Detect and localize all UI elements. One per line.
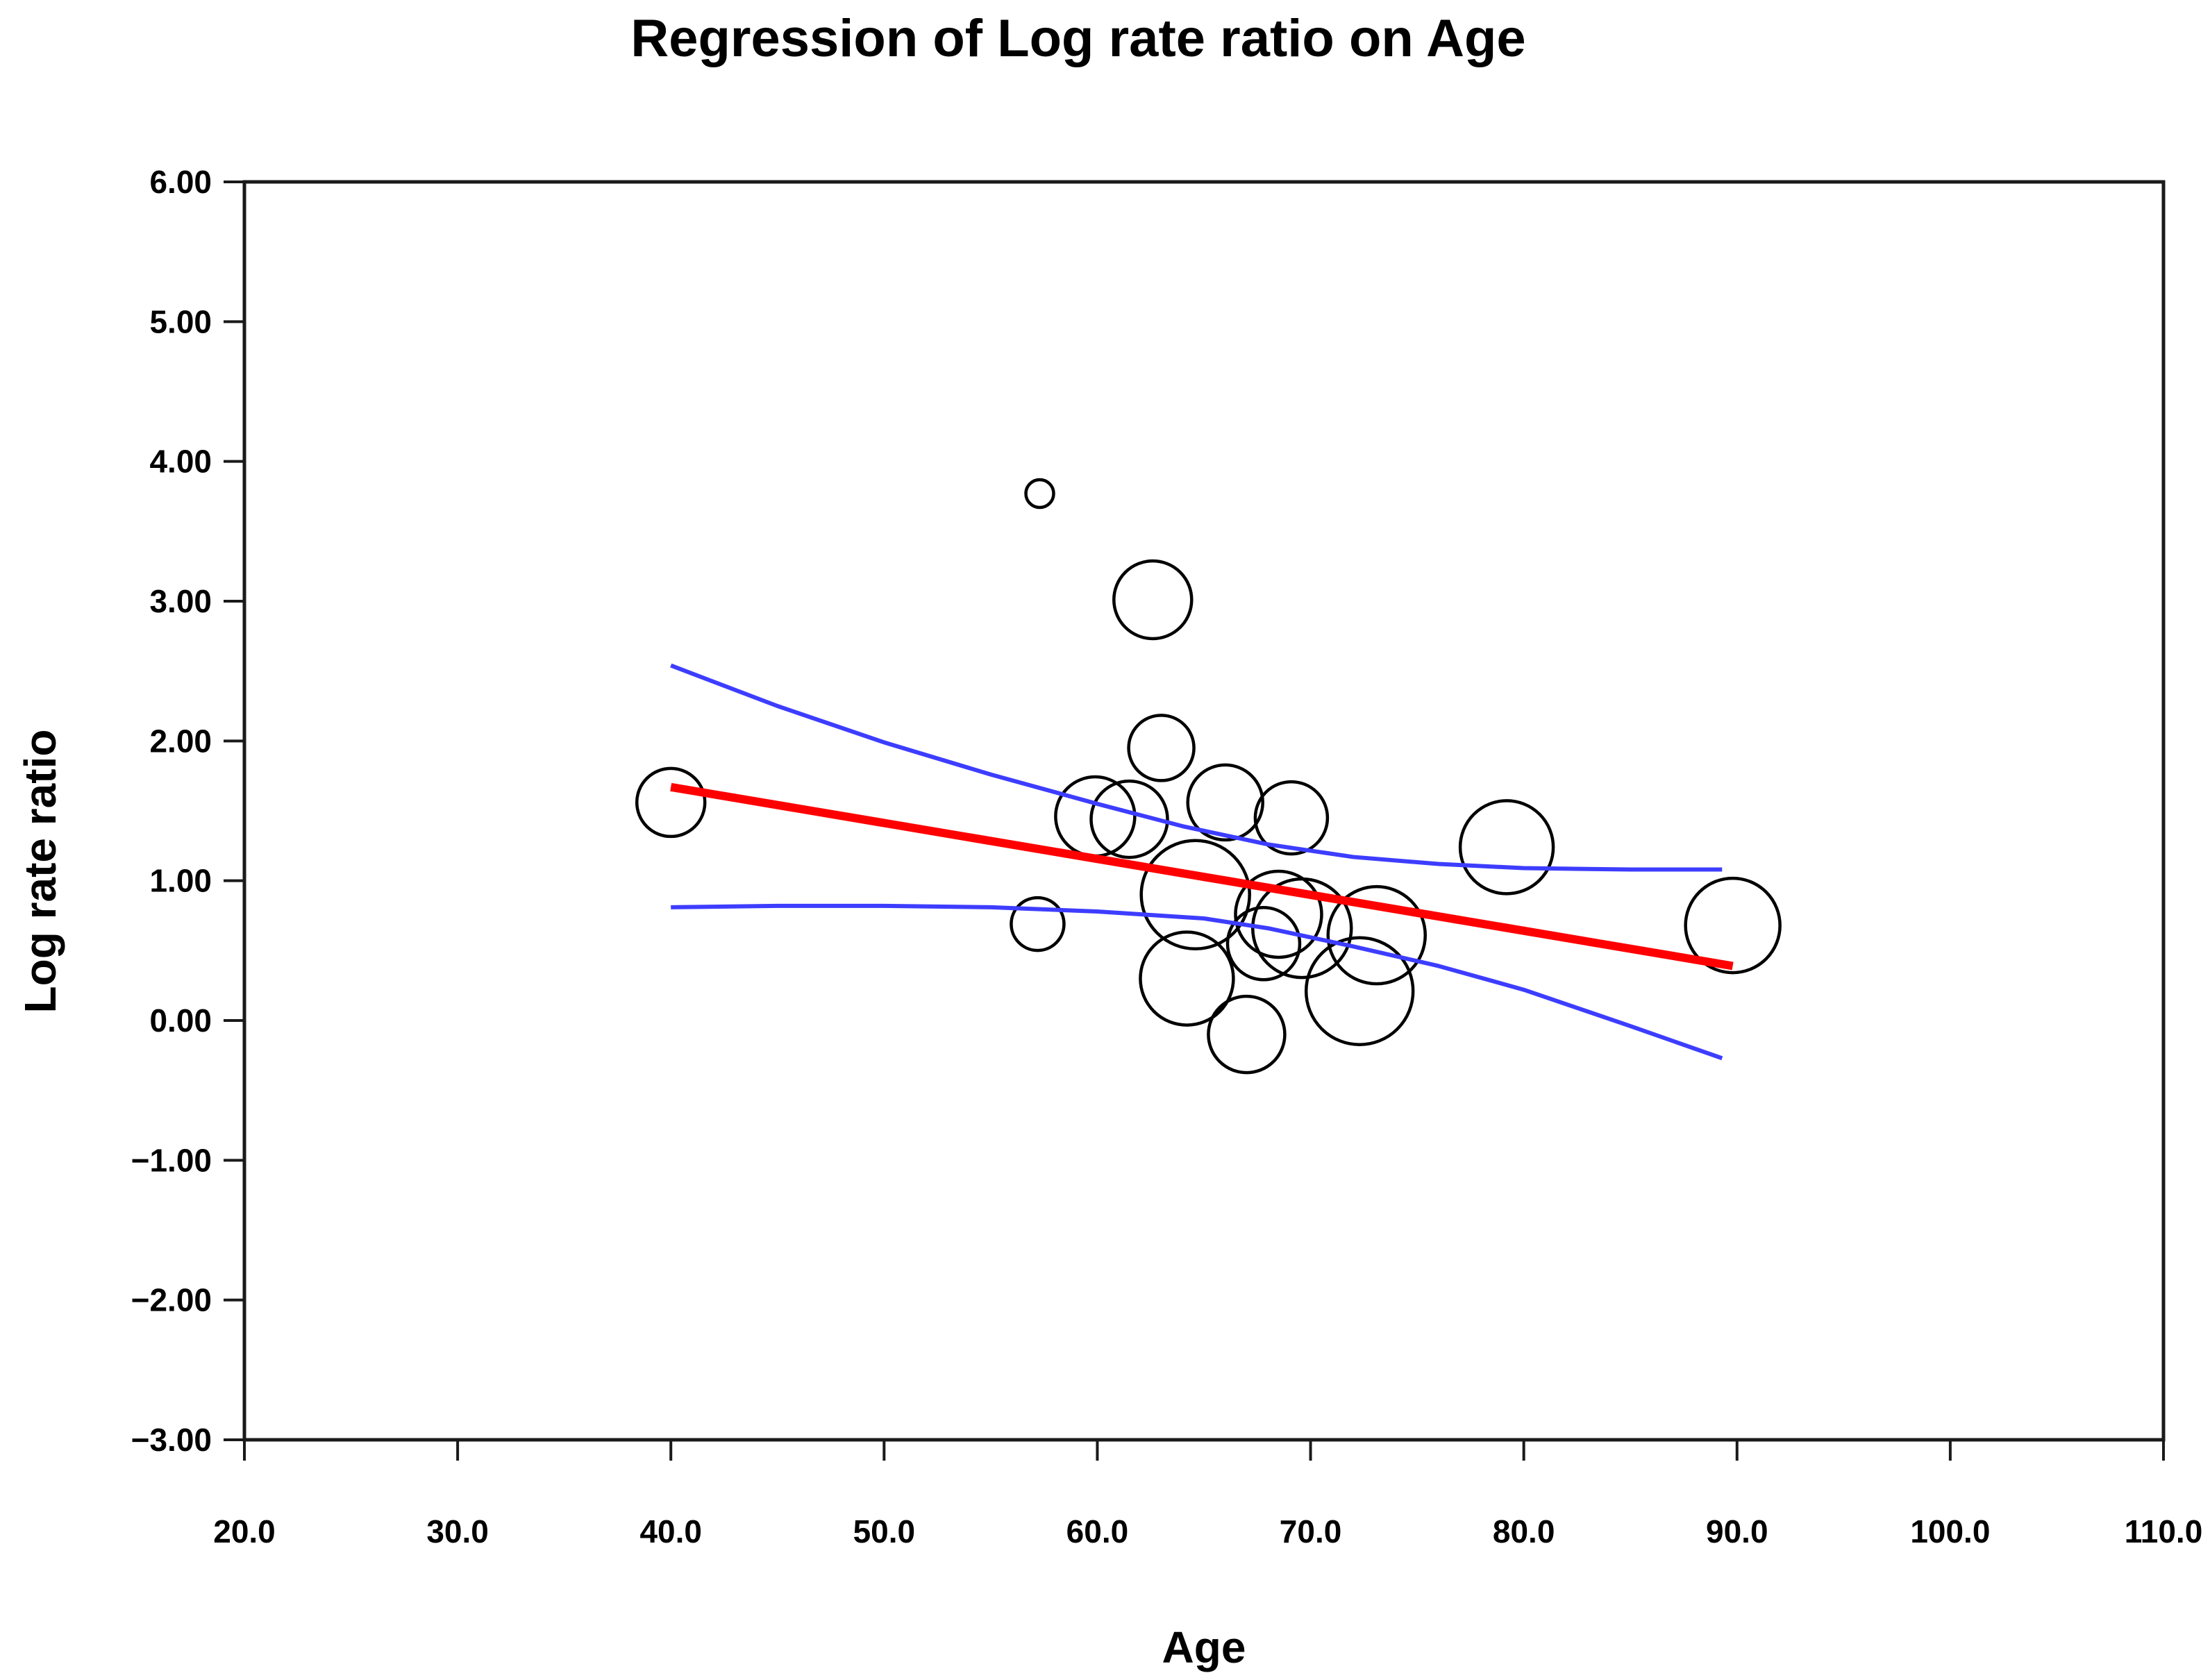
study-bubble <box>1207 994 1287 1075</box>
study-bubble <box>1684 876 1782 975</box>
study-bubble <box>1024 478 1055 510</box>
x-tick-label: 50.0 <box>853 1513 916 1549</box>
plot-frame <box>242 180 2166 1442</box>
study-bubble <box>1089 779 1169 859</box>
regression-line <box>670 782 1734 971</box>
x-axis-title: Age <box>1162 1622 1246 1672</box>
study-bubble <box>635 766 707 839</box>
x-tick-label: 60.0 <box>1066 1513 1129 1549</box>
study-bubble <box>1304 936 1415 1046</box>
x-tick-label: 100.0 <box>1910 1513 1990 1549</box>
x-tick-label: 40.0 <box>639 1513 702 1549</box>
study-bubble <box>1251 877 1353 980</box>
study-bubble <box>1458 799 1555 896</box>
study-bubble <box>1326 884 1428 986</box>
chart-title: Regression of Log rate ratio on Age <box>630 9 1526 68</box>
ci-lower-line <box>671 903 1723 1061</box>
y-tick-label: −1.00 <box>131 1142 212 1178</box>
study-bubble <box>1054 775 1137 858</box>
y-tick-label: 0.00 <box>149 1002 212 1039</box>
study-bubble <box>1139 930 1235 1027</box>
y-tick-label: 1.00 <box>149 863 212 899</box>
study-bubble <box>1225 906 1302 982</box>
y-tick-label: 5.00 <box>149 303 212 339</box>
x-tick-label: 110.0 <box>2125 1513 2203 1549</box>
y-tick-label: 4.00 <box>149 444 212 480</box>
study-bubble <box>1139 839 1251 951</box>
y-tick-label: −2.00 <box>131 1282 212 1318</box>
x-tick-label: 80.0 <box>1493 1513 1555 1549</box>
study-bubble <box>1010 896 1066 952</box>
study-bubble <box>1253 780 1330 856</box>
y-tick-label: 6.00 <box>149 164 212 200</box>
study-bubble <box>1127 714 1196 782</box>
y-tick-label: −3.00 <box>131 1422 212 1458</box>
x-tick-label: 90.0 <box>1706 1513 1768 1549</box>
x-tick-label: 30.0 <box>426 1513 489 1549</box>
x-tick-label: 70.0 <box>1280 1513 1342 1549</box>
study-bubble <box>1234 869 1323 959</box>
y-tick-label: 3.00 <box>149 583 212 619</box>
ci-upper-line <box>670 663 1723 872</box>
x-tick-label: 20.0 <box>213 1513 276 1549</box>
y-tick-label: 2.00 <box>149 723 212 759</box>
study-bubble <box>1112 559 1194 641</box>
study-bubble <box>1186 763 1264 842</box>
